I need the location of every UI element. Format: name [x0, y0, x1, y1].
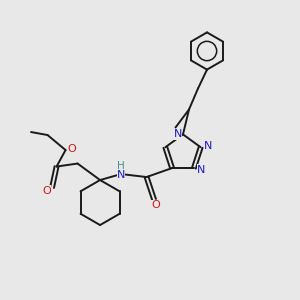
Text: O: O — [42, 185, 51, 196]
Text: N: N — [117, 169, 125, 180]
Text: O: O — [68, 143, 76, 154]
Text: N: N — [173, 129, 182, 140]
Text: N: N — [204, 141, 212, 151]
Text: O: O — [151, 200, 160, 210]
Text: H: H — [117, 160, 125, 171]
Text: N: N — [197, 164, 206, 175]
